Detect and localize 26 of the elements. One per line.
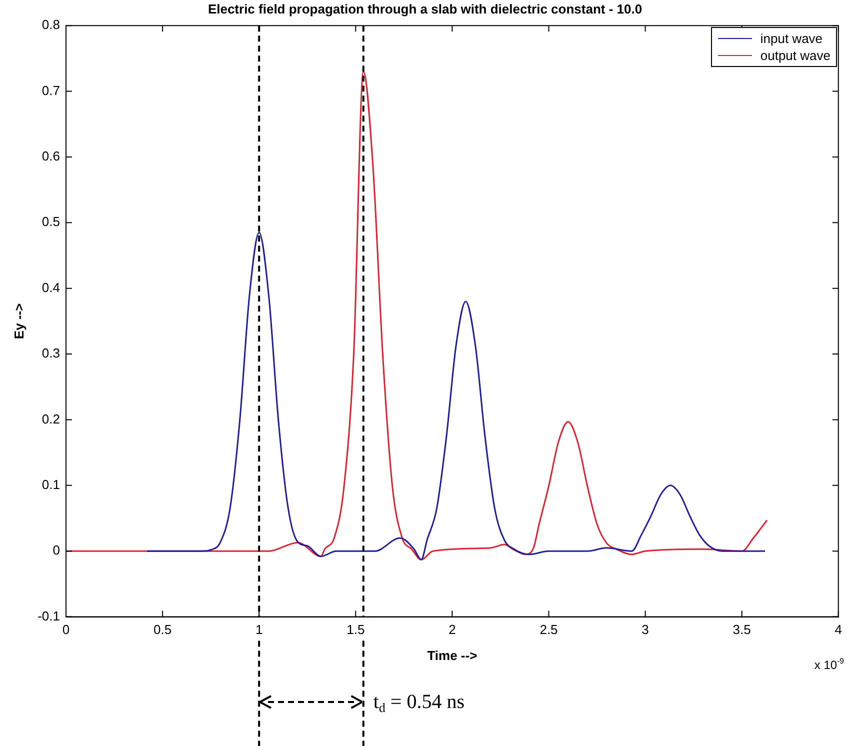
y-tick-label: 0.1 xyxy=(42,477,60,492)
y-tick-label: 0.4 xyxy=(42,280,60,295)
y-tick-label: -0.1 xyxy=(38,608,60,624)
x-tick-label: 2 xyxy=(448,622,456,638)
x-tick-label: 3 xyxy=(642,622,649,638)
y-tick-label: 0.2 xyxy=(42,411,60,426)
y-tick-label: 0 xyxy=(52,542,60,558)
chart-title: Electric field propagation through a slab with dielectric constant - 10.0 xyxy=(208,1,642,16)
legend-label: output wave xyxy=(760,46,830,64)
x-tick-label: 2.5 xyxy=(540,622,558,638)
x-tick-label: 4 xyxy=(834,622,842,638)
y-tick-label: 0.7 xyxy=(42,82,60,98)
y-tick-label: 0.5 xyxy=(42,214,60,230)
y-tick-label: 0.6 xyxy=(42,148,60,164)
y-axis-title: Ey --> xyxy=(11,302,26,340)
y-tick-label: 0.8 xyxy=(42,17,60,32)
x-tick-label: 1 xyxy=(255,622,263,638)
x-tick-label: 0 xyxy=(62,622,70,638)
line-series xyxy=(66,70,768,560)
x-axis-title: Time --> xyxy=(427,648,478,663)
x-tick-label: 3.5 xyxy=(732,622,751,638)
x-tick-label: 0.5 xyxy=(154,622,172,638)
legend-label: input wave xyxy=(760,30,823,47)
line-series xyxy=(146,232,766,560)
x-tick-label: 1.5 xyxy=(346,622,365,638)
y-tick-label: 0.3 xyxy=(42,346,60,361)
